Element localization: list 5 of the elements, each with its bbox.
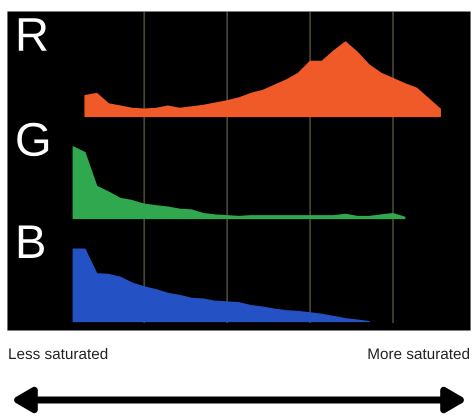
text: Less saturated (9, 348, 108, 360)
text: More saturated (368, 348, 470, 360)
chart-title: B (18, 225, 44, 258)
chart-title: R (18, 18, 47, 51)
chart-title: G (17, 122, 48, 156)
